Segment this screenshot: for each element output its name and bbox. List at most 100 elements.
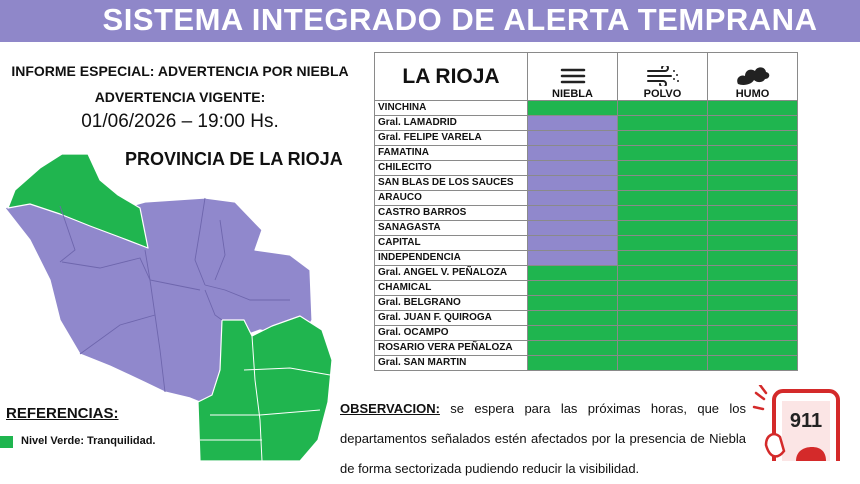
emergency-number: 911 (790, 410, 822, 432)
alert-cell (707, 265, 798, 281)
alert-cell (707, 235, 798, 251)
alert-cell (617, 265, 708, 281)
alert-cell (527, 220, 618, 236)
alert-cell (527, 145, 618, 161)
alert-cell (527, 100, 618, 116)
alert-cell (527, 295, 618, 311)
validity-label: ADVERTENCIA VIGENTE: (94, 89, 266, 105)
alert-cell (527, 310, 618, 326)
alert-cell (707, 115, 798, 131)
department-name: Gral. JUAN F. QUIROGA (374, 310, 528, 326)
table-row: VINCHINA (374, 100, 798, 116)
dust-icon (646, 66, 679, 86)
department-name: FAMATINA (374, 145, 528, 161)
department-name: Gral. OCAMPO (374, 325, 528, 341)
table-row: SANAGASTA (374, 220, 798, 236)
alert-cell (527, 115, 618, 131)
reference-label: Nivel Verde: Tranquilidad. (21, 435, 156, 447)
table-row: CHAMICAL (374, 280, 798, 296)
alert-cell (617, 130, 708, 146)
alert-cell (707, 190, 798, 206)
report-title: INFORME ESPECIAL: ADVERTENCIA POR NIEBLA (11, 63, 349, 79)
department-name: CASTRO BARROS (374, 205, 528, 221)
validity-datetime: 01/06/2026 – 19:00 Hs. (81, 111, 279, 132)
department-name: VINCHINA (374, 100, 528, 116)
table-row: Gral. BELGRANO (374, 295, 798, 311)
table-row: Gral. OCAMPO (374, 325, 798, 341)
alert-cell (707, 220, 798, 236)
map-title: PROVINCIA DE LA RIOJA (125, 149, 343, 169)
department-name: SAN BLAS DE LOS SAUCES (374, 175, 528, 191)
alert-cell (617, 235, 708, 251)
department-name: CHAMICAL (374, 280, 528, 296)
alert-cell (707, 160, 798, 176)
table-title: LA RIOJA (374, 52, 528, 101)
department-name: CAPITAL (374, 235, 528, 251)
reference-swatch (0, 436, 13, 448)
alert-cell (527, 340, 618, 356)
table-row: CAPITAL (374, 235, 798, 251)
alert-cell (527, 280, 618, 296)
alert-cell (707, 130, 798, 146)
column-header: HUMO (707, 52, 798, 101)
table-row: CASTRO BARROS (374, 205, 798, 221)
references-title: REFERENCIAS: (6, 405, 119, 422)
alert-cell (617, 205, 708, 221)
alert-cell (527, 160, 618, 176)
department-name: Gral. LAMADRID (374, 115, 528, 131)
alert-cell (707, 340, 798, 356)
department-name: Gral. BELGRANO (374, 295, 528, 311)
alert-cell (617, 190, 708, 206)
alert-cell (617, 310, 708, 326)
alert-cell (527, 130, 618, 146)
table-header-row: LA RIOJA NIEBLA POLVO HUMO (374, 52, 798, 101)
column-header: NIEBLA (527, 52, 618, 101)
alert-cell (527, 235, 618, 251)
table-row: Gral. ANGEL V. PEÑALOZA (374, 265, 798, 281)
alert-cell (617, 250, 708, 266)
table-row: SAN BLAS DE LOS SAUCES (374, 175, 798, 191)
alert-cell (707, 310, 798, 326)
department-name: SANAGASTA (374, 220, 528, 236)
alert-cell (617, 280, 708, 296)
observation: OBSERVACION: se espera para las próximas… (340, 394, 746, 484)
table-row: Gral. FELIPE VARELA (374, 130, 798, 146)
department-name: ARAUCO (374, 190, 528, 206)
alert-cell (707, 325, 798, 341)
observation-label: OBSERVACION: (340, 401, 440, 416)
column-header: POLVO (617, 52, 708, 101)
alert-table: LA RIOJA NIEBLA POLVO HUMO VINCHINA Gral.… (374, 52, 798, 371)
alert-cell (617, 355, 708, 371)
alert-cell (707, 145, 798, 161)
province-map (4, 153, 333, 461)
table-row: FAMATINA (374, 145, 798, 161)
fog-icon (560, 68, 585, 84)
table-row: ARAUCO (374, 190, 798, 206)
department-name: Gral. SAN MARTIN (374, 355, 528, 371)
header-title: SISTEMA INTEGRADO DE ALERTA TEMPRANA (102, 2, 818, 37)
alert-cell (617, 175, 708, 191)
table-row: CHILECITO (374, 160, 798, 176)
alert-cell (527, 250, 618, 266)
alert-cell (707, 280, 798, 296)
alert-cell (617, 295, 708, 311)
alert-cell (707, 205, 798, 221)
alert-cell (707, 355, 798, 371)
smoke-icon (736, 67, 769, 85)
alert-cell (617, 115, 708, 131)
department-name: INDEPENDENCIA (374, 250, 528, 266)
alert-cell (707, 175, 798, 191)
alert-cell (707, 295, 798, 311)
alert-cell (617, 220, 708, 236)
alert-cell (617, 145, 708, 161)
column-label: HUMO (735, 88, 770, 100)
department-name: CHILECITO (374, 160, 528, 176)
alert-cell (527, 265, 618, 281)
department-name: Gral. FELIPE VARELA (374, 130, 528, 146)
column-label: POLVO (643, 88, 682, 100)
alert-cell (527, 205, 618, 221)
alert-cell (617, 100, 708, 116)
alert-cell (527, 325, 618, 341)
alert-cell (617, 160, 708, 176)
